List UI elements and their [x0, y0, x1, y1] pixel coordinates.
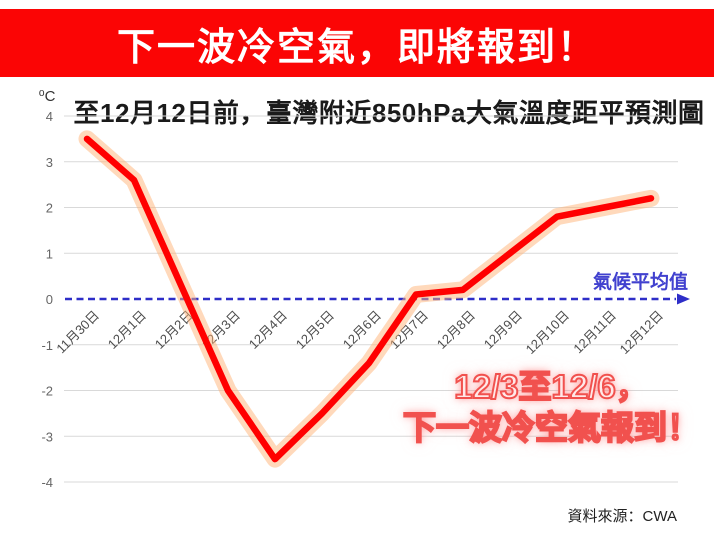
y-tick-label: -2 [41, 384, 53, 399]
annotation-line2: 下一波冷空氣報到！ [402, 408, 701, 447]
temperature-line [83, 135, 655, 463]
y-tick-label: 4 [46, 109, 53, 124]
y-tick-label: -4 [41, 475, 53, 490]
y-tick-label: 2 [46, 201, 53, 216]
x-tick-label: 12月10日 [523, 308, 572, 357]
x-tick-label: 11月30日 [53, 308, 102, 357]
headline-banner: 下一波冷空氣，即將報到！ [0, 9, 714, 77]
y-tick-label: -3 [41, 429, 53, 444]
y-tick-label: 3 [46, 155, 53, 170]
climate-average-arrow-icon [677, 293, 690, 305]
data-source: 資料來源：CWA [567, 508, 677, 525]
headline-text: 下一波冷空氣，即將報到！ [116, 26, 597, 69]
chart-title: 至12月12日前，臺灣附近850hPa大氣溫度距平預測圖 [73, 98, 705, 128]
annotation-line1: 12/3至12/6， [453, 367, 649, 406]
y-axis-unit-label: ⁰C [39, 88, 56, 105]
y-tick-label: 0 [46, 292, 53, 307]
y-tick-label: 1 [46, 246, 53, 261]
y-tick-label: -1 [41, 338, 53, 353]
climate-average-label: 氣候平均值 [593, 270, 688, 293]
x-tick-label: 12月11日 [570, 308, 619, 357]
cold-air-annotation: 12/3至12/6， 下一波冷空氣報到！ [383, 366, 720, 448]
x-tick-label: 12月12日 [617, 308, 666, 357]
